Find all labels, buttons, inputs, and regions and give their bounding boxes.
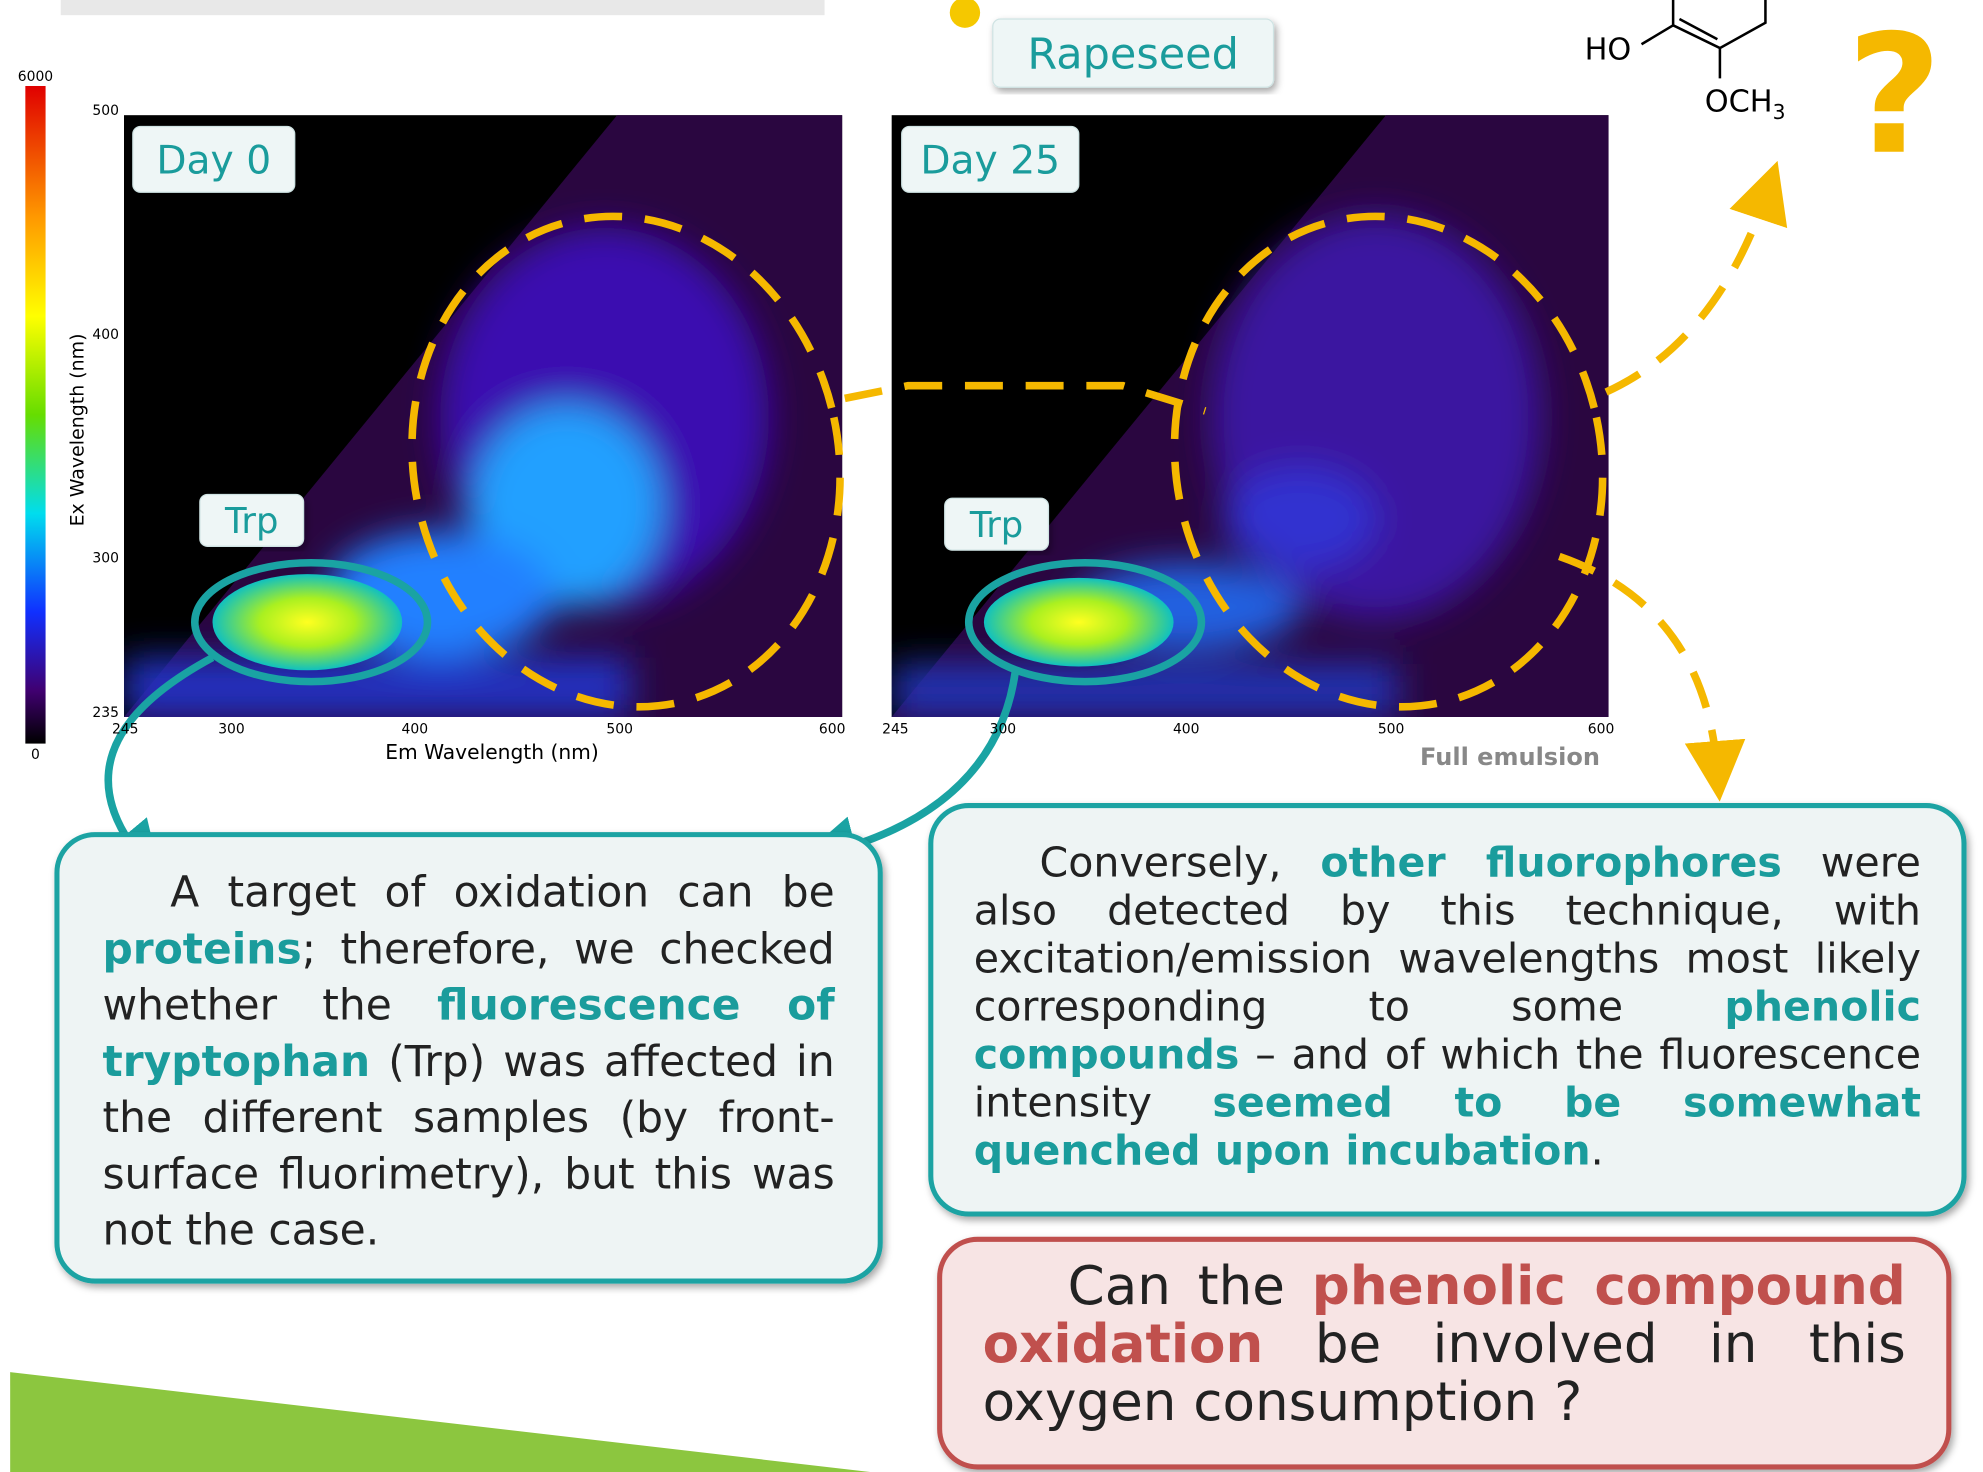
- y-tick-label: 235: [92, 705, 119, 721]
- heatmap: [891, 115, 1609, 718]
- trp-label: Trp: [969, 505, 1023, 546]
- text: (Trp) was affected in the different samp…: [102, 1036, 835, 1255]
- caption: Full emulsion: [1420, 743, 1600, 771]
- text-box: [54, 832, 883, 1284]
- paragraph: A target of oxidation can be proteins; t…: [102, 865, 834, 1259]
- paragraph-box: Can the phenolic compound oxidation be i…: [940, 1239, 1949, 1467]
- trp-label-box: [199, 493, 305, 547]
- highlight-text: phenolic compound oxidation: [982, 1254, 1906, 1375]
- highlight-text: proteins: [102, 923, 302, 974]
- text-box-content: Conversely, other fluorophores were also…: [931, 806, 1964, 1214]
- text: .: [1590, 1126, 1604, 1175]
- title-bar: [60, 0, 825, 16]
- x-axis-label: Em Wavelength (nm): [385, 740, 599, 764]
- y-tick-label: 400: [92, 327, 119, 343]
- paragraph-box: Conversely, other fluorophores were also…: [931, 806, 1964, 1214]
- badge: Rapeseed: [1027, 30, 1239, 80]
- chem-label: OCH: [1705, 84, 1773, 119]
- x-tick-label: 245: [882, 721, 909, 737]
- panel-label: Day 25: [920, 138, 1060, 183]
- trp-circle: [100, 558, 1206, 884]
- highlight-text: seemed to be somewhat quenched upon incu…: [973, 1078, 1921, 1175]
- paragraph: Conversely, other fluorophores were also…: [974, 838, 1921, 1175]
- x-tick-label: 600: [819, 721, 846, 737]
- text: ; therefore, we checked whether the: [102, 923, 835, 1030]
- text: be involved in this oxygen consumption ?: [982, 1312, 1906, 1434]
- chem-label: HO: [1585, 32, 1632, 67]
- text: Can the: [1067, 1254, 1312, 1317]
- badge-box: [992, 18, 1275, 88]
- heatmap: [123, 115, 843, 718]
- trp-label: Trp: [224, 501, 278, 542]
- text-box-content: Can the phenolic compound oxidation be i…: [940, 1239, 1949, 1467]
- x-tick-label: 600: [1588, 721, 1615, 737]
- y-tick-label: 300: [92, 551, 119, 567]
- colorbar-min: 0: [31, 747, 40, 763]
- x-tick-label: 500: [606, 721, 633, 737]
- question-mark: ?: [1847, 0, 1942, 191]
- highlight-text: phenolic compounds: [973, 982, 1921, 1079]
- panel-label-box: [901, 125, 1080, 193]
- highlight-text: fluorescence of tryptophan: [102, 980, 835, 1086]
- colorbar: [25, 85, 46, 744]
- highlight-text: other fluorophores: [1320, 838, 1782, 887]
- x-tick-label: 400: [402, 721, 429, 737]
- panel-label-box: [132, 125, 296, 193]
- trp-label-box: [944, 497, 1050, 551]
- chem-structure: [1640, 0, 1767, 79]
- text: A target of oxidation can be: [170, 867, 835, 917]
- x-tick-label: 300: [218, 721, 245, 737]
- chem-label: OCH3: [1705, 84, 1786, 124]
- text: Conversely,: [1039, 838, 1321, 887]
- y-tick-label: 500: [92, 103, 119, 119]
- flower-icon: [949, 0, 981, 28]
- text-box: [937, 1236, 1952, 1470]
- text: – and of which the fluorescence intensit…: [973, 1030, 1921, 1127]
- decor-slope: [10, 1372, 871, 1472]
- paragraph: Can the phenolic compound oxidation be i…: [982, 1254, 1906, 1434]
- x-tick-label: 500: [1378, 721, 1405, 737]
- chem-label: 3: [1773, 100, 1786, 124]
- panel-label: Day 0: [156, 138, 271, 183]
- x-tick-label: 400: [1173, 721, 1200, 737]
- x-tick-label: 300: [990, 721, 1017, 737]
- text: were also detected by this technique, wi…: [973, 838, 1921, 1031]
- paragraph-box: A target of oxidation can be proteins; t…: [57, 835, 880, 1281]
- text-box-content: A target of oxidation can be proteins; t…: [57, 835, 880, 1281]
- y-axis-label: Ex Wavelength (nm): [67, 333, 89, 526]
- text-box: [928, 803, 1967, 1217]
- x-tick-label: 245: [112, 721, 139, 737]
- colorbar-max: 6000: [18, 69, 53, 85]
